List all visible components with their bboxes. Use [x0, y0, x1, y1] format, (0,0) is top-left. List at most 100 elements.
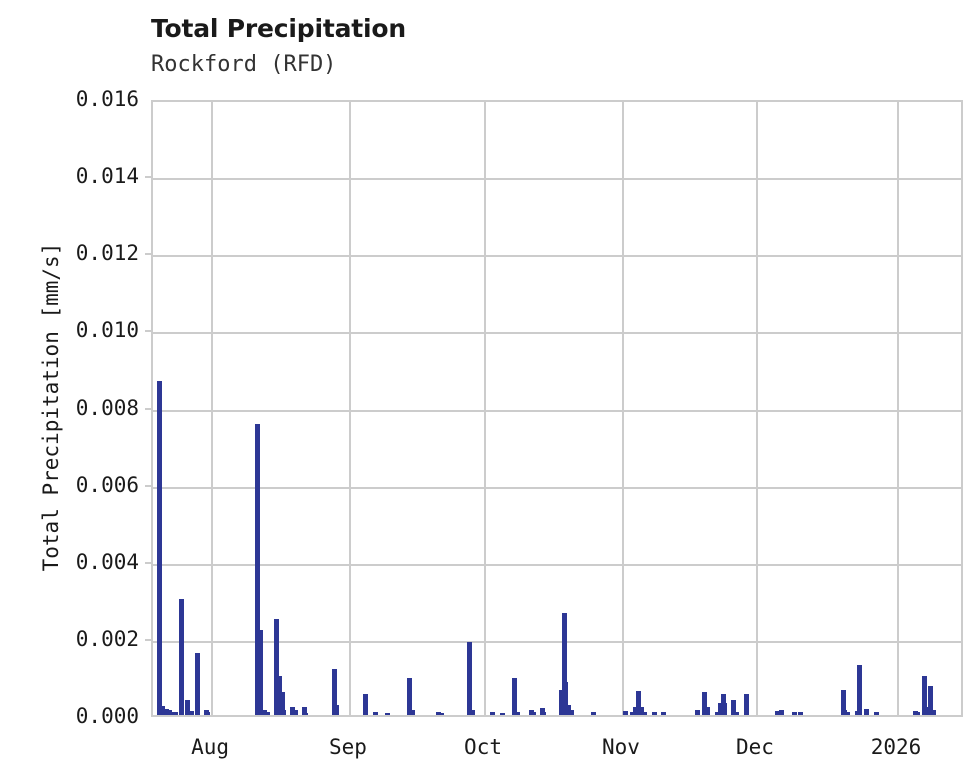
y-axis-tick-label: 0.016 [75, 87, 139, 111]
y-axis-tick-label: 0.000 [75, 704, 139, 728]
bar [840, 689, 846, 715]
y-axis-tickmark [145, 561, 151, 564]
bar [530, 712, 536, 715]
bar [638, 707, 644, 715]
bar [565, 705, 571, 715]
bar [274, 618, 280, 715]
bar [842, 709, 848, 715]
y-axis-tick-label: 0.006 [75, 472, 139, 497]
bar [489, 712, 495, 715]
y-axis-tickmark [145, 176, 151, 179]
bar [469, 710, 475, 715]
bar [590, 711, 596, 715]
bar [195, 653, 201, 715]
chart-subtitle: Rockford (RFD) [151, 52, 337, 77]
bar [641, 711, 647, 715]
bar [170, 711, 176, 715]
gridline-horizontal [153, 563, 961, 566]
bar [164, 708, 170, 715]
bar [185, 699, 191, 715]
bar [792, 711, 798, 715]
plot-area [151, 100, 963, 717]
bar [798, 711, 804, 715]
bar [661, 711, 667, 715]
bar [514, 711, 520, 715]
bar [407, 677, 413, 715]
bar [258, 649, 264, 715]
bar [264, 711, 270, 715]
bar [931, 710, 937, 715]
bar [563, 682, 569, 715]
bar [362, 693, 368, 715]
bar [540, 711, 546, 715]
y-axis-tickmark [145, 253, 151, 256]
bar [157, 381, 163, 715]
gridline-vertical [897, 102, 899, 715]
y-axis-tickmark [145, 330, 151, 333]
bar [173, 711, 179, 715]
gridline-horizontal [153, 332, 961, 335]
gridline-horizontal [153, 178, 961, 181]
gridline-vertical [348, 102, 351, 715]
bar [915, 711, 921, 715]
bar [167, 709, 173, 715]
bar [856, 664, 862, 715]
bar [558, 689, 564, 715]
bar [717, 703, 723, 715]
gridline-vertical [484, 102, 487, 715]
bar [500, 712, 506, 715]
y-axis-tick-label: 0.008 [75, 395, 139, 420]
bar [160, 705, 166, 715]
bar [261, 709, 267, 715]
bar [569, 710, 575, 715]
gridline-horizontal [153, 409, 961, 412]
chart-title: Total Precipitation [151, 14, 406, 43]
bar [302, 712, 308, 715]
bar [255, 423, 261, 715]
bar [188, 710, 194, 715]
bar [301, 707, 307, 715]
bar [632, 706, 638, 715]
bar [205, 712, 211, 715]
bar [622, 711, 628, 715]
bar [635, 691, 641, 715]
bar [512, 708, 518, 715]
bar [874, 711, 880, 715]
y-axis-tick-label: 0.002 [75, 626, 139, 651]
bar [775, 711, 781, 715]
bar [722, 703, 728, 715]
bar [714, 711, 720, 715]
bar [924, 707, 930, 715]
y-axis-tick-label: 0.014 [75, 164, 139, 189]
bar [178, 599, 184, 715]
y-axis-tick-labels: 0.000 0.002 0.004 0.006 0.008 0.010 0.012 0.014… [0, 0, 139, 780]
bar [561, 612, 567, 715]
x-axis-tick-label: 2026 [870, 735, 922, 759]
x-axis-tick-label: Sep [329, 735, 367, 759]
bar [733, 711, 739, 715]
y-axis-tick-label: 0.012 [75, 241, 139, 266]
bar [276, 676, 282, 715]
bar [704, 707, 710, 715]
bar [281, 710, 287, 715]
gridline-horizontal [153, 640, 961, 643]
bar [293, 710, 299, 715]
x-axis-tick-label: Dec [735, 735, 774, 759]
bar [363, 711, 369, 715]
y-axis-tickmark [145, 484, 151, 487]
bar [290, 706, 296, 715]
bar [927, 686, 933, 715]
bar [778, 710, 784, 715]
x-axis-tick-label: Nov [602, 735, 640, 759]
x-axis-tick-label: Oct [464, 735, 502, 759]
bar [438, 713, 444, 715]
bar [539, 708, 545, 715]
bar [731, 699, 737, 715]
bar [372, 712, 378, 715]
bar [702, 691, 708, 715]
gridline-horizontal [153, 486, 961, 489]
bar [333, 705, 339, 715]
y-axis-tick-label: 0.010 [75, 318, 139, 343]
bar [466, 641, 472, 715]
